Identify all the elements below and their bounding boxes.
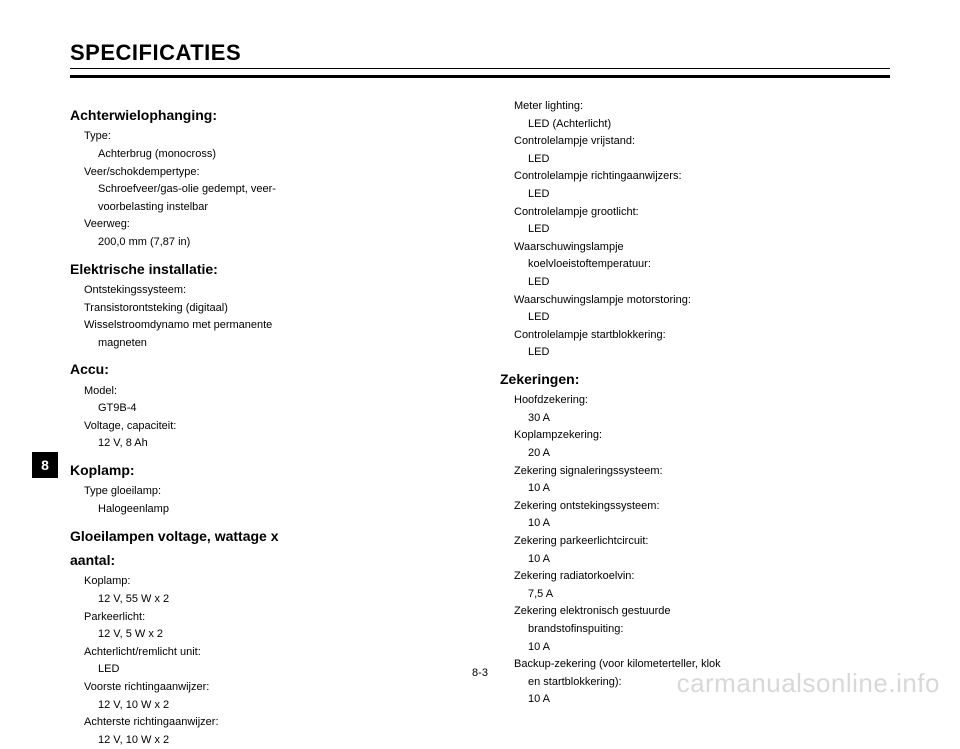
spec-label: Zekering signaleringssysteem:	[514, 463, 890, 481]
section-gloeilampen-line1: Gloeilampen voltage, wattage x	[70, 525, 460, 547]
spec-value: LED	[528, 309, 890, 327]
spec-label: Achterlicht/remlicht unit:	[84, 644, 460, 662]
spec-value: 10 A	[528, 515, 890, 533]
spec-value: 30 A	[528, 410, 890, 428]
spec-label: Zekering radiatorkoelvin:	[514, 568, 890, 586]
spec-label: Achterste richtingaanwijzer:	[84, 714, 460, 732]
spec-value: 7,5 A	[528, 586, 890, 604]
spec-value: LED	[528, 151, 890, 169]
content-columns: Achterwielophanging: Type: Achterbrug (m…	[70, 98, 890, 749]
spec-label: koelvloeistoftemperatuur:	[528, 256, 890, 274]
spec-value: 10 A	[528, 639, 890, 657]
section-achterwielophanging: Achterwielophanging:	[70, 104, 460, 126]
page-title: SPECIFICATIES	[70, 40, 890, 66]
spec-value: 12 V, 5 W x 2	[98, 626, 460, 644]
spec-value: GT9B-4	[98, 400, 460, 418]
right-column: Meter lighting: LED (Achterlicht) Contro…	[500, 98, 890, 749]
spec-label: Voorste richtingaanwijzer:	[84, 679, 460, 697]
spec-value: LED (Achterlicht)	[528, 116, 890, 134]
spec-label: Veer/schokdempertype:	[84, 164, 460, 182]
section-zekeringen: Zekeringen:	[500, 368, 890, 390]
spec-value: Schroefveer/gas-olie gedempt, veer-	[98, 181, 460, 199]
spec-value: 12 V, 55 W x 2	[98, 591, 460, 609]
manual-page: SPECIFICATIES Achterwielophanging: Type:…	[0, 0, 960, 709]
spec-label: Parkeerlicht:	[84, 609, 460, 627]
spec-label: Koplampzekering:	[514, 427, 890, 445]
spec-label: Waarschuwingslampje	[514, 239, 890, 257]
spec-label: Controlelampje richtingaanwijzers:	[514, 168, 890, 186]
spec-value: 12 V, 10 W x 2	[98, 697, 460, 715]
spec-value: voorbelasting instelbar	[98, 199, 460, 217]
spec-label: Koplamp:	[84, 573, 460, 591]
spec-label: Controlelampje vrijstand:	[514, 133, 890, 151]
spec-value: LED	[528, 274, 890, 292]
section-elektrische: Elektrische installatie:	[70, 258, 460, 280]
spec-label: Wisselstroomdynamo met permanente	[84, 317, 460, 335]
spec-label: Transistorontsteking (digitaal)	[84, 300, 460, 318]
spec-value: LED	[528, 344, 890, 362]
spec-label: Hoofdzekering:	[514, 392, 890, 410]
spec-label: Meter lighting:	[514, 98, 890, 116]
section-accu: Accu:	[70, 358, 460, 380]
spec-value: LED	[98, 661, 460, 679]
spec-label: Type:	[84, 128, 460, 146]
spec-value: magneten	[98, 335, 460, 353]
spec-value: Halogeenlamp	[98, 501, 460, 519]
spec-label: Type gloeilamp:	[84, 483, 460, 501]
spec-value: 12 V, 8 Ah	[98, 435, 460, 453]
spec-label: Controlelampje grootlicht:	[514, 204, 890, 222]
left-column: Achterwielophanging: Type: Achterbrug (m…	[70, 98, 460, 749]
spec-value: 20 A	[528, 445, 890, 463]
spec-value: LED	[528, 221, 890, 239]
header-inner-rule: SPECIFICATIES	[70, 40, 890, 69]
spec-label: Voltage, capaciteit:	[84, 418, 460, 436]
section-koplamp: Koplamp:	[70, 459, 460, 481]
page-number: 8-3	[472, 667, 488, 679]
spec-label: Controlelampje startblokkering:	[514, 327, 890, 345]
page-header: SPECIFICATIES	[70, 40, 890, 78]
spec-label: Veerweg:	[84, 216, 460, 234]
section-gloeilampen-line2: aantal:	[70, 549, 460, 571]
spec-label: Zekering parkeerlichtcircuit:	[514, 533, 890, 551]
watermark: carmanualsonline.info	[677, 668, 940, 699]
spec-label: Zekering ontstekingssysteem:	[514, 498, 890, 516]
spec-label: Zekering elektronisch gestuurde	[514, 603, 890, 621]
spec-value: Achterbrug (monocross)	[98, 146, 460, 164]
spec-label: Waarschuwingslampje motorstoring:	[514, 292, 890, 310]
spec-value: 12 V, 10 W x 2	[98, 732, 460, 749]
spec-value: 200,0 mm (7,87 in)	[98, 234, 460, 252]
spec-value: 10 A	[528, 551, 890, 569]
chapter-tab: 8	[32, 452, 58, 478]
spec-label: brandstofinspuiting:	[528, 621, 890, 639]
spec-label: Model:	[84, 383, 460, 401]
spec-label: Ontstekingssysteem:	[84, 282, 460, 300]
spec-value: 10 A	[528, 480, 890, 498]
spec-value: LED	[528, 186, 890, 204]
